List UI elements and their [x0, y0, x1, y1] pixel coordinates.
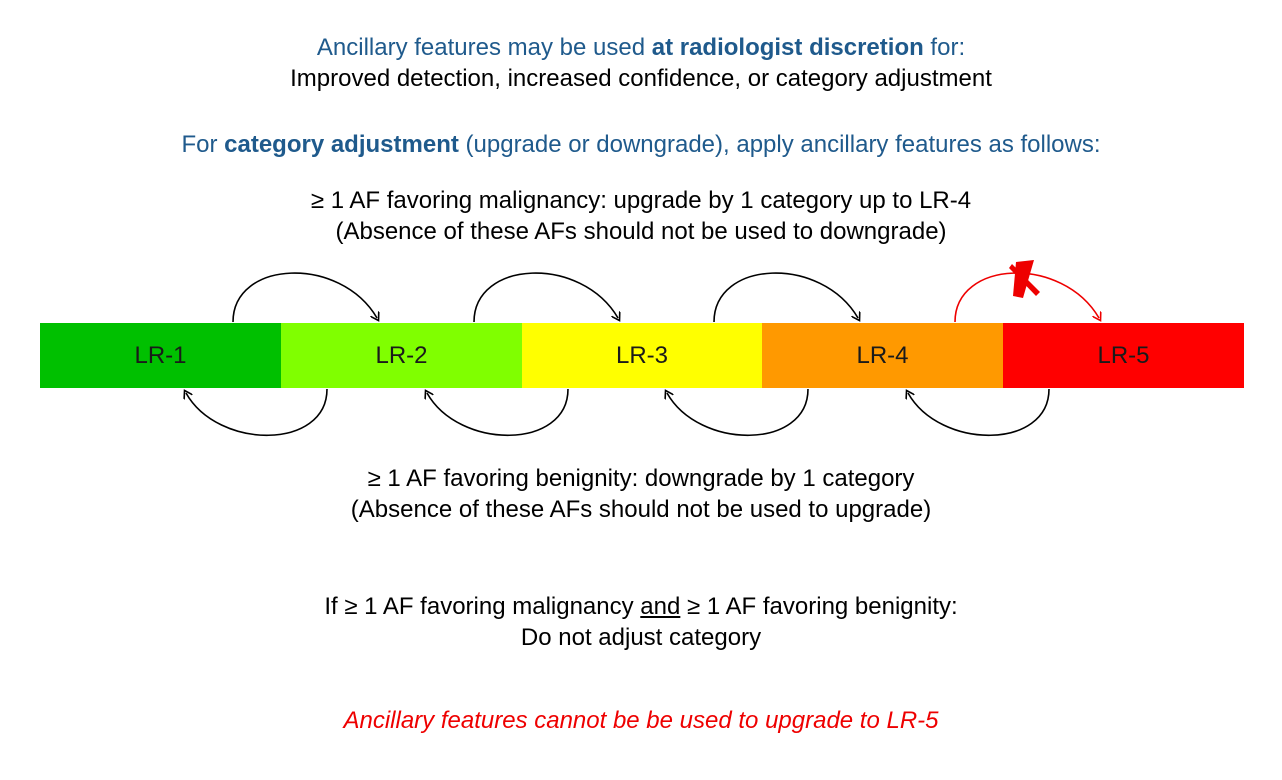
- conflict-suffix: ≥ 1 AF favoring benignity:: [680, 593, 958, 620]
- downgrade-arrow-lr4-lr3: [667, 388, 809, 437]
- category-label: LR-3: [615, 341, 669, 369]
- downgrade-arrow-lr2-lr1: [186, 388, 328, 437]
- lr5-warning: Ancillary features cannot be be used to …: [343, 707, 939, 734]
- upgrade-arrow-lr1-lr2: [232, 272, 377, 323]
- category-label: LR-1: [134, 341, 187, 369]
- upgrade-arrow-lr3-lr4: [713, 272, 858, 323]
- intro-suffix: for:: [923, 34, 966, 61]
- conflict-and: and: [640, 593, 681, 620]
- downgrade-rule-line-2: (Absence of these AFs should not be used…: [350, 496, 932, 523]
- category-label: LR-5: [1097, 341, 1150, 369]
- downgrade-arrow-lr5-lr4: [908, 388, 1050, 437]
- intro-line-1: Ancillary features may be used at radiol…: [0, 34, 1282, 62]
- upgrade-rule-line-1: ≥ 1 AF favoring malignancy: upgrade by 1…: [310, 187, 972, 214]
- conflict-rule-line-2: Do not adjust category: [520, 624, 762, 651]
- adjustment-suffix: (upgrade or downgrade), apply ancillary …: [458, 131, 1101, 158]
- intro-line-2: Improved detection, increased confidence…: [290, 65, 992, 92]
- upgrade-arrow-lr2-lr3: [473, 272, 618, 323]
- conflict-rule-line-1: If ≥ 1 AF favoring malignancy and ≥ 1 AF…: [0, 593, 1282, 621]
- category-lr-3: LR-3: [522, 323, 762, 388]
- upgrade-rule-line-2: (Absence of these AFs should not be used…: [335, 218, 947, 245]
- intro-emphasis: at radiologist discretion: [651, 34, 924, 61]
- category-lr-2: LR-2: [281, 323, 522, 388]
- category-lr-4: LR-4: [762, 323, 1003, 388]
- category-lr-5: LR-5: [1003, 323, 1244, 388]
- category-lr-1: LR-1: [40, 323, 281, 388]
- conflict-prefix: If ≥ 1 AF favoring malignancy: [324, 593, 641, 620]
- adjustment-heading: For category adjustment (upgrade or down…: [0, 131, 1282, 159]
- downgrade-arrow-lr3-lr2: [427, 388, 569, 437]
- adjustment-prefix: For: [181, 131, 225, 158]
- intro-prefix: Ancillary features may be used: [316, 34, 652, 61]
- adjustment-emphasis: category adjustment: [224, 131, 459, 158]
- downgrade-rule-line-1: ≥ 1 AF favoring benignity: downgrade by …: [367, 465, 915, 492]
- category-label: LR-4: [856, 341, 909, 369]
- category-label: LR-2: [375, 341, 428, 369]
- x-mark-icon: [1009, 260, 1040, 298]
- blocked-upgrade-arrow-lr4-lr5: [954, 272, 1099, 323]
